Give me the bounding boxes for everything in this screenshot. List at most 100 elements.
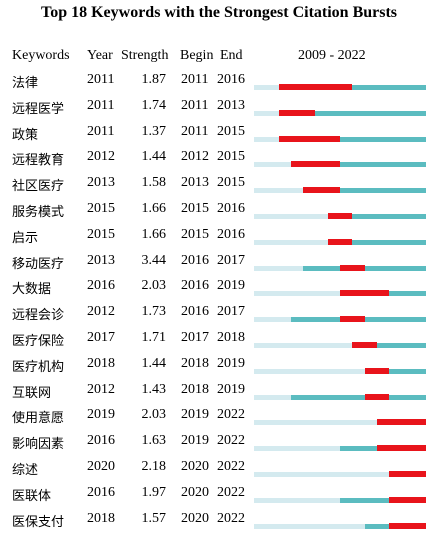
year-value: 2012: [87, 149, 115, 165]
strength-value: 1.74: [141, 97, 167, 113]
keyword-label: 互联网: [12, 385, 52, 401]
burst-segment: [389, 522, 426, 529]
keyword-label: 医疗保险: [12, 334, 65, 349]
year-value: 2012: [87, 304, 115, 320]
strength-value: 1.37: [141, 123, 167, 139]
begin-value: 2020: [181, 484, 209, 500]
keyword-label: 远程医学: [12, 101, 65, 117]
strength-value: 3.44: [141, 252, 167, 268]
strength-value: 1.43: [141, 381, 167, 397]
strength-value: 2.18: [141, 459, 167, 474]
begin-value: 2018: [181, 355, 209, 371]
end-value: 2022: [217, 407, 245, 423]
header-year: Year: [87, 48, 113, 63]
active-segment: [278, 110, 426, 116]
keyword-label: 综述: [12, 463, 39, 478]
year-value: 2016: [87, 484, 115, 500]
active-segment: [290, 394, 426, 400]
year-value: 2018: [87, 355, 115, 371]
pre-appearance-segment: [254, 343, 353, 348]
burst-segment: [389, 471, 426, 477]
strength-value: 1.66: [141, 226, 167, 242]
strength-value: 1.73: [141, 304, 167, 320]
end-value: 2015: [217, 175, 245, 191]
begin-value: 2011: [181, 123, 209, 139]
keyword-label: 法律: [12, 76, 39, 91]
burst-segment: [290, 161, 340, 168]
end-value: 2022: [217, 433, 245, 449]
pre-appearance-segment: [254, 162, 291, 168]
burst-segment: [340, 264, 365, 271]
end-value: 2022: [217, 459, 245, 474]
strength-value: 1.87: [141, 72, 167, 87]
header-begin: Begin: [180, 48, 214, 63]
burst-segment: [389, 496, 426, 503]
begin-value: 2017: [181, 330, 209, 345]
begin-value: 2016: [181, 278, 209, 294]
active-segment: [340, 497, 426, 503]
pre-appearance-segment: [254, 472, 390, 477]
pre-appearance-segment: [254, 317, 291, 323]
end-value: 2019: [217, 355, 245, 371]
begin-value: 2016: [181, 304, 209, 320]
pre-appearance-segment: [254, 239, 328, 245]
active-segment: [290, 162, 426, 168]
pre-appearance-segment: [254, 523, 365, 529]
end-value: 2022: [217, 484, 245, 500]
strength-value: 1.63: [141, 433, 167, 449]
year-value: 2019: [87, 407, 115, 423]
active-segment: [278, 136, 426, 142]
strength-value: 2.03: [141, 407, 167, 423]
begin-value: 2020: [181, 459, 209, 474]
strength-value: 1.58: [141, 175, 167, 191]
pre-appearance-segment: [254, 188, 304, 194]
pre-appearance-segment: [254, 214, 328, 219]
active-segment: [278, 85, 426, 90]
year-value: 2015: [87, 201, 115, 216]
keyword-label: 影响因素: [12, 437, 65, 453]
begin-value: 2015: [181, 201, 209, 216]
pre-appearance-segment: [254, 394, 291, 400]
burst-segment: [327, 213, 353, 219]
strength-value: 1.97: [141, 484, 167, 500]
end-value: 2016: [217, 72, 245, 87]
end-value: 2022: [217, 510, 245, 526]
year-value: 2018: [87, 510, 115, 526]
pre-appearance-segment: [254, 136, 279, 142]
year-value: 2011: [87, 97, 115, 113]
burst-segment: [303, 187, 340, 194]
end-value: 2018: [217, 330, 245, 345]
end-value: 2019: [217, 381, 245, 397]
begin-value: 2012: [181, 149, 209, 165]
active-segment: [364, 368, 426, 374]
end-value: 2015: [217, 123, 245, 139]
begin-value: 2013: [181, 175, 209, 191]
year-value: 2016: [87, 278, 115, 294]
strength-value: 1.71: [141, 330, 167, 345]
end-value: 2017: [217, 304, 245, 320]
active-segment: [327, 214, 426, 219]
year-value: 2013: [87, 175, 115, 191]
burst-segment: [278, 84, 353, 90]
pre-appearance-segment: [254, 85, 279, 90]
begin-value: 2019: [181, 433, 209, 449]
keyword-label: 社区医疗: [12, 179, 65, 195]
keyword-label: 政策: [12, 127, 39, 143]
keyword-label: 医疗机构: [12, 359, 65, 375]
year-value: 2015: [87, 226, 115, 242]
year-value: 2012: [87, 381, 115, 397]
begin-value: 2020: [181, 510, 209, 526]
header-keywords: Keywords: [12, 48, 70, 63]
burst-segment: [278, 109, 316, 116]
burst-segment: [376, 445, 426, 452]
pre-appearance-segment: [254, 446, 340, 452]
keyword-label: 医保支付: [12, 514, 65, 530]
end-value: 2016: [217, 226, 245, 242]
active-segment: [352, 343, 426, 348]
end-value: 2017: [217, 252, 245, 268]
active-segment: [303, 188, 426, 194]
year-value: 2020: [87, 459, 115, 474]
header-end: End: [220, 48, 243, 63]
pre-appearance-segment: [254, 368, 365, 374]
